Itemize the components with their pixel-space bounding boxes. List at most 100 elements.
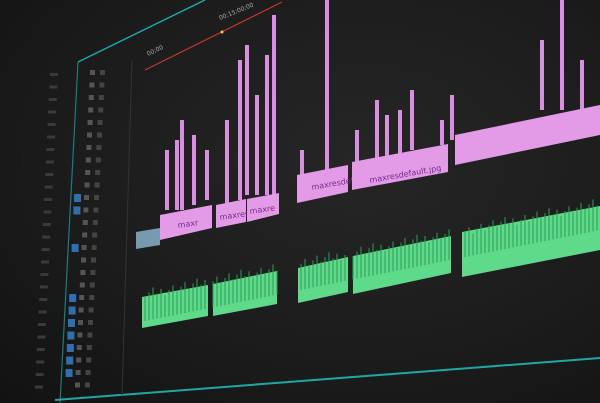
video-keyframe-spikes <box>165 0 584 210</box>
keyframe-spike <box>325 0 329 170</box>
panel-item-icon <box>43 210 52 214</box>
track-toggle-icon <box>83 207 89 213</box>
track-target-button <box>65 369 73 377</box>
track-lock-icon <box>85 382 90 388</box>
keyframe-spike <box>440 120 444 145</box>
keyframe-spike <box>410 90 414 150</box>
panel-item-icon <box>35 373 44 376</box>
track-lock-icon <box>95 170 101 175</box>
track-toggle-icon <box>87 132 92 138</box>
track-lock-icon <box>85 370 91 375</box>
track-toggle-icon <box>78 307 84 313</box>
track-lock-icon <box>86 357 92 363</box>
panel-item-icon <box>37 335 46 339</box>
keyframe-spike <box>238 60 242 200</box>
track-toggle-icon <box>89 82 95 88</box>
track-toggle-icon <box>75 382 80 388</box>
track-toggle-icon <box>80 270 86 275</box>
track-lock-icon <box>97 132 102 138</box>
track-toggle-icon <box>88 107 94 113</box>
track-lock-icon <box>98 107 104 113</box>
track-toggle-icon <box>88 95 94 100</box>
audio-clip[interactable] <box>298 257 348 303</box>
panel-item-icon <box>36 348 45 351</box>
track-toggle-icon <box>82 220 88 225</box>
ruler-marker <box>220 30 224 34</box>
track-toggle-icon <box>76 357 82 363</box>
keyframe-spike <box>272 15 276 195</box>
track-lock-icon <box>88 307 94 313</box>
track-lock-icon <box>92 232 98 238</box>
track-lock-icon <box>100 70 105 75</box>
track-target-button <box>74 194 81 202</box>
work-area-bar[interactable] <box>144 1 283 71</box>
track-target-button <box>68 319 75 327</box>
keyframe-spike <box>245 45 249 195</box>
keyframe-spike <box>375 100 379 160</box>
track-toggle-icon <box>81 257 86 263</box>
panel-item-icon <box>47 123 56 126</box>
panel-item-icon <box>44 185 53 189</box>
video-clip[interactable]: maxres <box>216 199 250 228</box>
track-target-button <box>66 356 74 365</box>
video-clip[interactable] <box>455 105 600 165</box>
track-target-button <box>71 244 79 252</box>
track-headers <box>35 70 105 389</box>
keyframe-spike <box>180 120 184 210</box>
track-toggle-icon <box>79 295 85 300</box>
panel-left-border <box>59 61 79 403</box>
track-lock-icon <box>93 207 99 213</box>
audio-clip[interactable] <box>142 285 208 328</box>
panel-item-icon <box>38 310 47 314</box>
audio-clip[interactable] <box>353 236 451 294</box>
track-lock-icon <box>86 345 92 350</box>
panel-item-icon <box>41 260 49 264</box>
clip-label: maxre <box>249 204 276 216</box>
panel-item-icon <box>35 385 43 389</box>
audio-clip[interactable] <box>462 206 600 277</box>
keyframe-spike <box>385 115 389 160</box>
track-target-button <box>67 331 75 340</box>
panel-item-icon <box>38 323 46 326</box>
clip-label: maxres <box>219 209 250 222</box>
video-clip-small[interactable] <box>136 228 160 249</box>
track-header-divider <box>121 59 133 396</box>
track-toggle-icon <box>82 232 88 238</box>
keyframe-spike <box>225 120 229 205</box>
panel-item-icon <box>45 173 54 176</box>
track-lock-icon <box>99 82 105 88</box>
keyframe-spike <box>255 95 259 195</box>
track-lock-icon <box>97 120 103 125</box>
panel-item-icon <box>48 98 57 101</box>
keyframe-spike <box>205 150 209 200</box>
panel-top-border <box>77 0 206 63</box>
panel-item-icon <box>46 148 55 151</box>
track-lock-icon <box>89 295 95 300</box>
keyframe-spike <box>192 135 196 205</box>
panel-item-icon <box>39 298 48 301</box>
video-clip[interactable]: maxr <box>160 205 212 240</box>
panel-item-icon <box>42 223 51 226</box>
track-toggle-icon <box>76 345 82 350</box>
panel-item-icon <box>50 73 58 76</box>
panel-bottom-border <box>54 357 600 401</box>
panel-item-icon <box>45 160 54 164</box>
track-lock-icon <box>90 270 96 275</box>
track-toggle-icon <box>84 182 90 188</box>
track-toggle-icon <box>87 120 93 125</box>
panel-item-icon <box>39 285 48 289</box>
track-target-button <box>66 344 74 352</box>
track-target-button <box>73 206 81 215</box>
panel-item-icon <box>41 248 50 251</box>
panel-item-icon <box>44 198 52 201</box>
video-clip[interactable]: maxresdef <box>297 165 354 203</box>
keyframe-spike <box>265 55 269 195</box>
track-target-button <box>69 294 77 302</box>
track-toggle-icon <box>75 370 81 375</box>
track-toggle-icon <box>77 332 83 338</box>
panel-item-icon <box>42 235 51 239</box>
track-lock-icon <box>95 157 101 163</box>
video-clip[interactable]: maxre <box>247 193 279 222</box>
keyframe-spike <box>300 150 304 175</box>
